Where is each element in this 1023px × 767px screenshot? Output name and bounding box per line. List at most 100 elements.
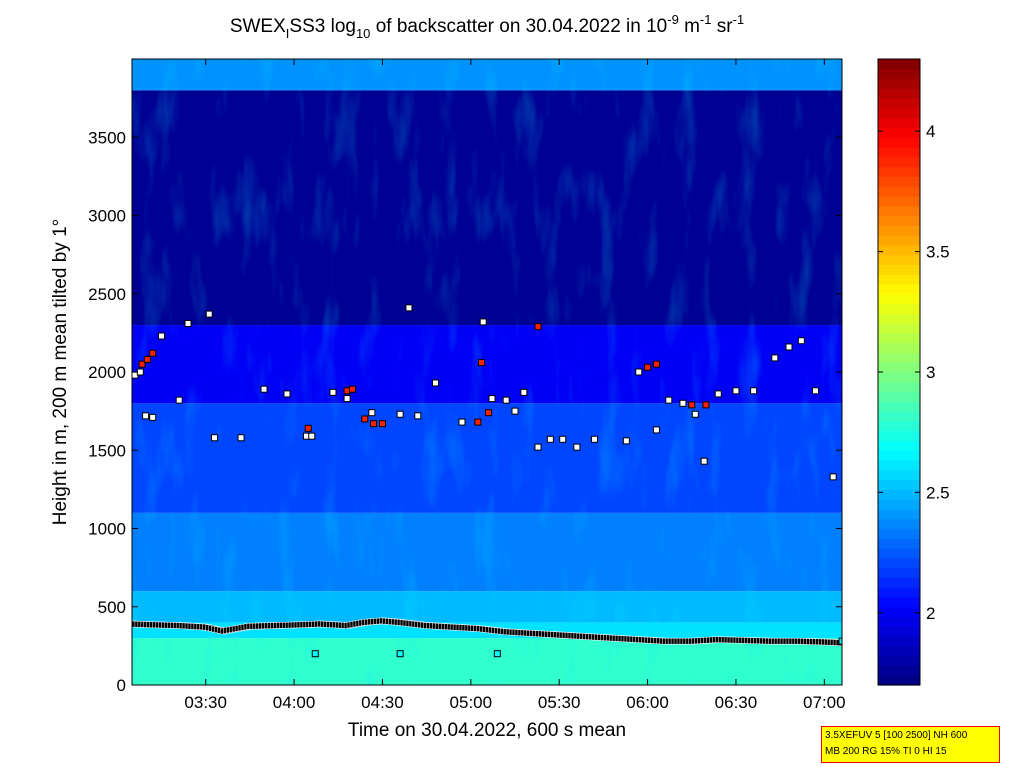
layer-marker	[700, 457, 708, 465]
colorbar-band	[878, 479, 920, 490]
layer-marker	[652, 426, 660, 434]
y-tick-label: 3500	[88, 128, 126, 147]
layer-marker	[829, 473, 837, 481]
layer-marker	[175, 396, 183, 404]
layer-marker	[283, 390, 291, 398]
layer-marker	[396, 650, 404, 658]
colorbar-band	[878, 577, 920, 588]
colorbar-band	[878, 166, 920, 177]
colorbar-band	[878, 293, 920, 305]
layer-marker	[502, 396, 510, 404]
layer-marker	[534, 323, 542, 331]
colorbar-band	[878, 215, 920, 226]
colorbar-tick-label: 2.5	[926, 483, 950, 502]
plot-area: 03:30 04:00 04:30 05:00 05:30 06:00 06:30 07:00…	[88, 58, 846, 712]
layer-marker	[573, 443, 581, 451]
y-axis-label: Height in m, 200 m mean tilted by 1°	[50, 219, 71, 525]
colorbar-band	[878, 98, 920, 109]
colorbar-band	[878, 616, 920, 627]
colorbar-band	[878, 626, 920, 637]
colorbar-band	[878, 68, 920, 80]
x-tick-label: 07:00	[803, 693, 846, 712]
layer-marker	[511, 407, 519, 415]
layer-marker	[368, 409, 376, 417]
colorbar-band	[878, 675, 920, 686]
layer-marker	[149, 349, 157, 357]
layer-marker	[732, 387, 740, 395]
y-tick-label: 500	[98, 598, 126, 617]
colorbar-band	[878, 518, 920, 530]
colorbar-band	[878, 645, 920, 657]
layer-marker	[361, 415, 369, 423]
layer-marker	[237, 434, 245, 442]
colorbar-band	[878, 59, 920, 70]
layer-marker	[308, 432, 316, 440]
layer-marker	[688, 401, 696, 409]
layer-marker	[679, 399, 687, 407]
colorbar-band	[878, 117, 920, 129]
x-tick-label: 04:30	[361, 693, 404, 712]
layer-marker	[488, 395, 496, 403]
colorbar-band	[878, 508, 920, 520]
colorbar-tick-label: 3.5	[926, 243, 950, 262]
layer-marker	[370, 420, 378, 428]
colorbar-band	[878, 176, 920, 187]
colorbar-ticks: 2 2.5 3 3.5 4	[878, 122, 950, 623]
layer-marker	[635, 368, 643, 376]
layer-marker	[622, 437, 630, 445]
layer-marker	[546, 435, 554, 443]
layer-marker	[149, 413, 157, 421]
colorbar-band	[878, 411, 920, 422]
layer-marker	[158, 332, 166, 340]
colorbar-band	[878, 557, 920, 569]
colorbar-band	[878, 303, 920, 314]
colorbar-band	[878, 391, 920, 402]
y-axis: 0 500 1000 1500 2000 2500 3000 3500	[88, 128, 842, 695]
colorbar-scale	[878, 59, 920, 686]
colorbar-band	[878, 606, 920, 618]
colorbar-band	[878, 323, 920, 334]
x-tick-label: 05:30	[538, 693, 581, 712]
layer-marker	[143, 355, 151, 363]
colorbar-band	[878, 401, 920, 412]
info-line-2: MB 200 RG 15% TI 0 HI 15	[825, 746, 947, 757]
colorbar-band	[878, 225, 920, 236]
layer-marker	[311, 650, 319, 658]
layer-marker	[691, 410, 699, 418]
colorbar-band	[878, 107, 920, 119]
colorbar-band	[878, 274, 920, 285]
layer-marker	[591, 435, 599, 443]
y-tick-label: 1500	[88, 441, 126, 460]
layer-marker	[652, 360, 660, 368]
colorbar-band	[878, 156, 920, 168]
x-axis: 03:30 04:00 04:30 05:00 05:30 06:00 06:30 07:00	[184, 59, 846, 712]
layer-marker	[477, 359, 485, 367]
layer-marker	[343, 395, 351, 403]
layer-marker	[431, 379, 439, 387]
colorbar: 2 2.5 3 3.5 4	[877, 58, 950, 686]
layer-marker	[142, 412, 150, 420]
colorbar-band	[878, 596, 920, 608]
colorbar-band	[878, 567, 920, 579]
colorbar-band	[878, 283, 920, 295]
layer-marker	[396, 410, 404, 418]
colorbar-band	[878, 186, 920, 197]
layer-marker	[797, 337, 805, 345]
layer-marker	[714, 390, 722, 398]
colorbar-band	[878, 352, 920, 363]
colorbar-band	[878, 254, 920, 266]
layer-marker	[811, 387, 819, 395]
x-tick-label: 04:00	[273, 693, 316, 712]
backscatter-texture	[132, 59, 842, 685]
info-line-1: 3.5XEFUV 5 [100 2500] NH 600	[825, 730, 968, 741]
layer-marker	[771, 354, 779, 362]
layer-marker	[485, 409, 493, 417]
layer-marker	[184, 319, 192, 327]
colorbar-tick-label: 4	[926, 122, 935, 141]
colorbar-band	[878, 450, 920, 461]
colorbar-band	[878, 88, 920, 99]
layer-marker	[136, 368, 144, 376]
colorbar-band	[878, 636, 920, 647]
colorbar-band	[878, 665, 920, 676]
y-tick-label: 3000	[88, 207, 126, 226]
